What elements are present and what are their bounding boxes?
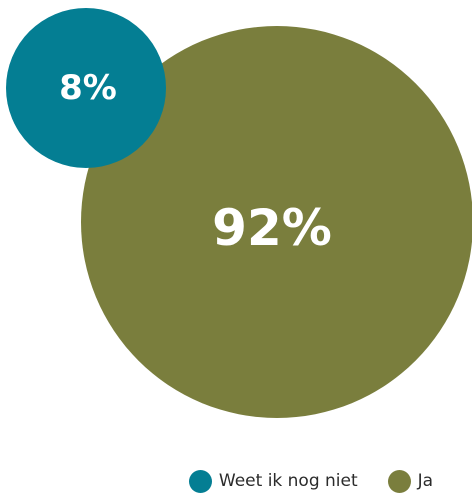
bubble-label-ja: 92% <box>212 199 332 257</box>
bubble-label-weet-ik-nog-niet: 8% <box>59 68 117 108</box>
legend-swatch-ja <box>387 469 411 493</box>
bubble-weet-ik-nog-niet <box>6 8 166 168</box>
legend-item-weet-ik-nog-niet: Weet ik nog niet <box>188 469 358 493</box>
legend: Weet ik nog niet Ja <box>0 466 472 496</box>
bubble-ja <box>81 26 472 418</box>
legend-label-weet-ik-nog-niet: Weet ik nog niet <box>218 471 358 491</box>
legend-item-ja: Ja <box>387 469 434 493</box>
legend-swatch-weet-ik-nog-niet <box>188 469 212 493</box>
legend-label-ja: Ja <box>417 471 434 491</box>
